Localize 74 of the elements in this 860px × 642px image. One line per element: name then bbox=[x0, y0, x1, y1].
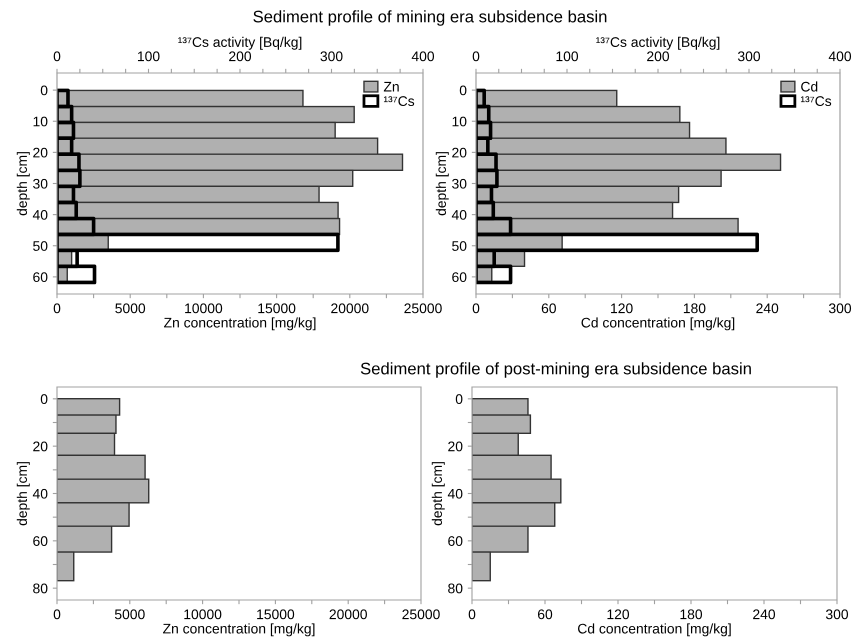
x2-tick-label: 400 bbox=[828, 51, 852, 62]
y-tick-label: 50 bbox=[452, 241, 466, 251]
x-tick-label: 20000 bbox=[330, 609, 367, 620]
y-tick-label: 20 bbox=[448, 442, 462, 452]
x2-tick-label: 200 bbox=[229, 51, 252, 62]
y-tick-label: 0 bbox=[456, 394, 462, 404]
x2-tick-label: 200 bbox=[647, 51, 670, 62]
x2-tick-label: 100 bbox=[556, 51, 578, 62]
x-tick-label: 240 bbox=[756, 303, 778, 314]
x-tick-label: 10000 bbox=[184, 609, 222, 620]
y-tick-label: 40 bbox=[452, 210, 466, 220]
legend-label: ¹³⁷Cs bbox=[800, 96, 832, 106]
y-tick-label: 0 bbox=[40, 394, 48, 404]
y-tick-label: 50 bbox=[33, 241, 48, 251]
x-axis-title: Zn concentration [mg/kg] bbox=[164, 317, 316, 330]
y-tick-label: 60 bbox=[448, 536, 462, 546]
y-tick-label: 60 bbox=[33, 272, 48, 282]
x-tick-label: 0 bbox=[54, 303, 60, 314]
y-tick-label: 0 bbox=[460, 85, 466, 96]
x2-axis-title: ¹³⁷Cs activity [Bq/kg] bbox=[596, 36, 720, 50]
y-tick-label: 10 bbox=[452, 116, 466, 126]
x-tick-label: 300 bbox=[826, 609, 848, 620]
x-tick-label: 25000 bbox=[402, 609, 440, 620]
x2-tick-label: 300 bbox=[738, 51, 760, 62]
y-axis-title: depth [cm] bbox=[16, 462, 30, 526]
y-tick-label: 20 bbox=[33, 442, 48, 452]
x-tick-label: 60 bbox=[542, 303, 556, 314]
y-axis-title: depth [cm] bbox=[16, 152, 30, 216]
y-tick-label: 20 bbox=[452, 148, 466, 158]
y-tick-label: 80 bbox=[33, 584, 48, 594]
chart-title: Sediment profile of mining era subsidence basin bbox=[253, 10, 606, 26]
x-axis-title: Cd concentration [mg/kg] bbox=[582, 317, 734, 330]
x-tick-label: 0 bbox=[472, 303, 480, 314]
x2-tick-label: 400 bbox=[412, 51, 434, 62]
x-tick-label: 15000 bbox=[257, 609, 294, 620]
y-tick-label: 40 bbox=[448, 488, 462, 499]
x-tick-label: 25000 bbox=[404, 303, 442, 314]
x-tick-label: 20000 bbox=[331, 303, 369, 314]
y-tick-label: 60 bbox=[33, 536, 48, 546]
y-tick-label: 20 bbox=[33, 148, 48, 158]
y-tick-label: 10 bbox=[34, 116, 48, 126]
x-tick-label: 0 bbox=[468, 609, 476, 620]
y-tick-label: 40 bbox=[32, 488, 48, 499]
legend-label: ¹³⁷Cs bbox=[384, 96, 414, 106]
x-tick-label: 240 bbox=[753, 609, 776, 620]
x2-tick-label: 100 bbox=[138, 51, 160, 62]
x-tick-label: 5000 bbox=[115, 303, 146, 314]
y-tick-label: 0 bbox=[40, 85, 48, 96]
x-tick-label: 10000 bbox=[185, 303, 222, 314]
x-axis-title: Cd concentration [mg/kg] bbox=[578, 623, 731, 636]
x-tick-label: 0 bbox=[54, 609, 60, 620]
y-tick-label: 30 bbox=[33, 178, 48, 189]
y-axis-title: depth [cm] bbox=[432, 462, 445, 526]
legend-label: Zn bbox=[384, 82, 399, 92]
x2-tick-label: 300 bbox=[320, 51, 343, 62]
y-tick-label: 80 bbox=[448, 584, 462, 594]
x-tick-label: 120 bbox=[607, 609, 630, 620]
x2-axis-title: ¹³⁷Cs activity [Bq/kg] bbox=[178, 36, 302, 50]
x-tick-label: 15000 bbox=[258, 303, 296, 314]
x-tick-label: 120 bbox=[611, 303, 633, 314]
x-tick-label: 5000 bbox=[114, 609, 145, 620]
legend-label: Cd bbox=[801, 81, 818, 92]
chart-title: Sediment profile of post-mining era subsidence basin bbox=[360, 362, 751, 378]
x-tick-label: 60 bbox=[538, 609, 552, 620]
x2-tick-label: 0 bbox=[472, 51, 480, 62]
y-axis-title: depth [cm] bbox=[436, 152, 449, 216]
y-tick-label: 30 bbox=[452, 178, 466, 189]
x2-tick-label: 0 bbox=[54, 51, 60, 62]
x-tick-label: 180 bbox=[684, 303, 706, 314]
x-tick-label: 180 bbox=[680, 609, 702, 620]
x-tick-label: 300 bbox=[828, 303, 852, 314]
x-axis-title: Zn concentration [mg/kg] bbox=[163, 623, 314, 636]
y-tick-label: 60 bbox=[452, 272, 466, 282]
y-tick-label: 40 bbox=[32, 210, 48, 220]
